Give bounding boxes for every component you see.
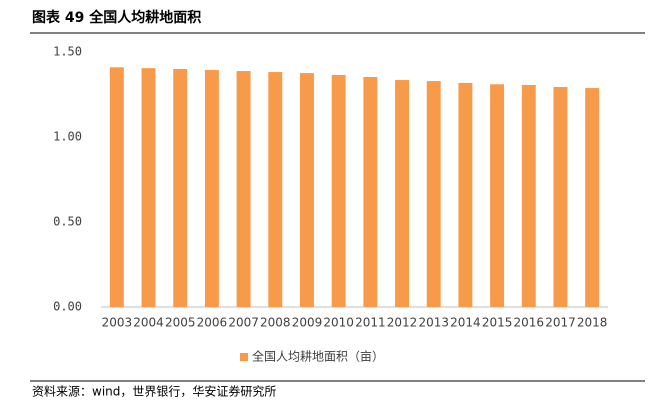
- y-tick-label: 0.50: [53, 215, 82, 229]
- bar: [141, 68, 156, 308]
- x-tick-label: 2014: [450, 316, 481, 330]
- source-note: 资料来源：wind，世界银行，华安证券研究所: [32, 384, 276, 399]
- bar: [204, 70, 219, 308]
- bar: [331, 74, 346, 307]
- bar: [299, 73, 314, 307]
- y-tick-label: 1.50: [53, 45, 82, 59]
- x-tick-label: 2010: [323, 316, 354, 330]
- x-tick-label: 2004: [133, 316, 164, 330]
- bar: [490, 84, 505, 307]
- x-tick-label: 2008: [260, 316, 291, 330]
- bar: [395, 80, 410, 307]
- bar: [173, 69, 188, 307]
- x-tick-label: 2006: [197, 316, 228, 330]
- x-tick-label: 2003: [102, 316, 133, 330]
- y-tick-label: 0.00: [53, 300, 82, 314]
- x-tick-label: 2017: [545, 316, 576, 330]
- x-tick-label: 2013: [418, 316, 449, 330]
- legend-label: 全国人均耕地面积（亩）: [252, 349, 384, 364]
- bar: [268, 72, 283, 307]
- x-tick-label: 2015: [482, 316, 513, 330]
- bar: [236, 71, 251, 307]
- x-tick-label: 2012: [387, 316, 418, 330]
- bar: [553, 87, 568, 308]
- x-tick-label: 2011: [355, 316, 386, 330]
- chart-title: 图表 49 全国人均耕地面积: [32, 9, 201, 26]
- bar: [585, 88, 600, 307]
- x-tick-label: 2007: [228, 316, 259, 330]
- x-tick-label: 2016: [514, 316, 545, 330]
- x-tick-label: 2018: [577, 316, 608, 330]
- x-tick-label: 2005: [165, 316, 196, 330]
- legend-swatch: [240, 353, 248, 361]
- bar: [109, 67, 124, 307]
- x-tick-label: 2009: [292, 316, 323, 330]
- y-tick-label: 1.00: [53, 130, 82, 144]
- bar: [521, 84, 536, 307]
- bar: [363, 76, 378, 308]
- bar: [426, 81, 441, 307]
- bar: [458, 82, 473, 307]
